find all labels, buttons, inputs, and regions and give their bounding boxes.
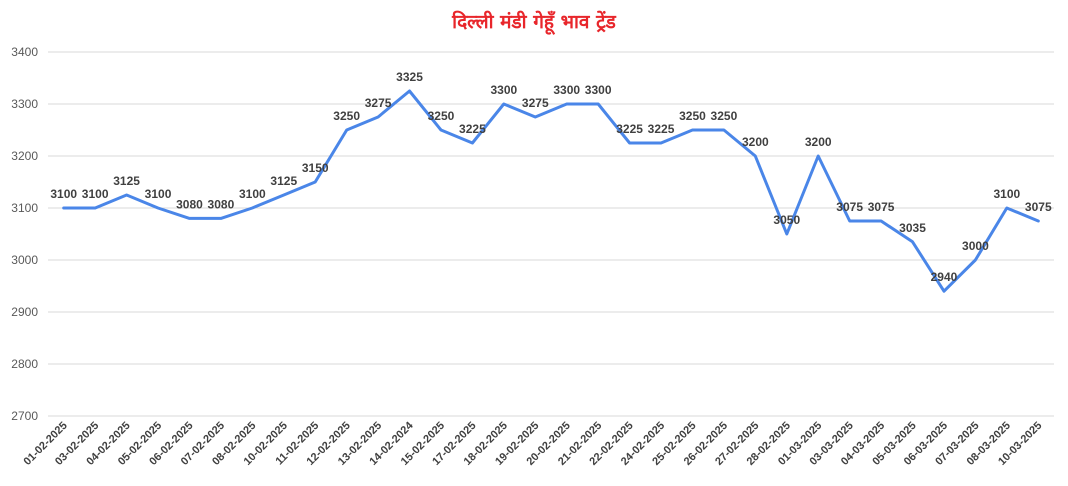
data-label: 3100 [145,187,172,201]
data-label: 3275 [522,96,549,110]
data-label: 3100 [50,187,77,201]
data-label: 3150 [302,161,329,175]
data-label: 3300 [585,83,612,97]
data-label: 3250 [333,109,360,123]
data-label: 3080 [176,197,203,211]
data-label: 2940 [931,270,958,284]
data-label: 3075 [1025,200,1052,214]
data-label: 3075 [868,200,895,214]
x-axis-ticks: 01-02-202503-02-202504-02-202505-02-2025… [22,419,1045,468]
data-label: 3300 [553,83,580,97]
data-label: 3325 [396,70,423,84]
data-label: 3300 [490,83,517,97]
data-labels: 3100 3100 3125 3100 3080 3080 3100 3125 3150 3250… [50,70,1052,284]
y-tick-label: 3100 [11,201,38,215]
data-label: 3100 [82,187,109,201]
data-label: 3225 [459,122,486,136]
data-label: 3075 [836,200,863,214]
data-label: 3125 [270,174,297,188]
data-label: 3200 [805,135,832,149]
series-line [62,89,1040,293]
data-label: 3080 [208,197,235,211]
data-label: 3250 [428,109,455,123]
data-label: 3225 [616,122,643,136]
data-label: 3100 [993,187,1020,201]
y-axis-ticks: 2700 2800 2900 3000 3100 3200 3300 3400 [11,45,38,423]
data-label: 3250 [711,109,738,123]
y-tick-label: 2900 [11,305,38,319]
gridlines [48,51,1054,417]
y-tick-label: 3200 [11,149,38,163]
data-label: 3200 [742,135,769,149]
data-label: 3250 [679,109,706,123]
price-series [62,89,1040,293]
y-tick-label: 2700 [11,409,38,423]
data-label: 3125 [113,174,140,188]
data-label: 3035 [899,221,926,235]
data-label: 3100 [239,187,266,201]
y-tick-label: 3000 [11,253,38,267]
y-tick-label: 3300 [11,97,38,111]
data-label: 3225 [648,122,675,136]
data-label: 3050 [773,213,800,227]
y-tick-label: 3400 [11,45,38,59]
y-tick-label: 2800 [11,357,38,371]
data-label: 3275 [365,96,392,110]
data-label: 3000 [962,239,989,253]
chart-title: दिल्ली मंडी गेहूँ भाव ट्रेंड [451,10,616,35]
